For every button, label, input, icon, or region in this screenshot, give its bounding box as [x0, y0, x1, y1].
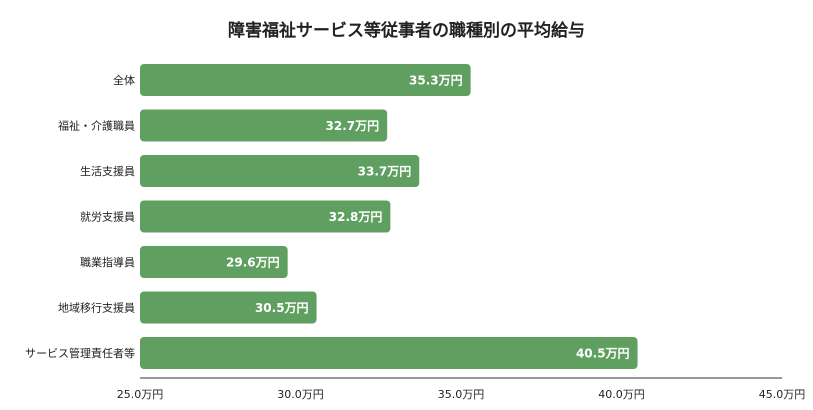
category-label: サービス管理責任者等 [25, 346, 135, 360]
bar [140, 155, 420, 187]
data-label: 30.5万円 [255, 301, 309, 315]
bar [140, 109, 388, 142]
x-tick-label: 40.0万円 [598, 388, 645, 401]
data-label: 33.7万円 [358, 165, 412, 179]
bar [140, 291, 317, 324]
x-tick-label: 45.0万円 [759, 388, 806, 401]
data-label: 29.6万円 [226, 256, 280, 270]
bar [140, 200, 391, 233]
chart-title: 障害福祉サービス等従事者の職種別の平均給与 [228, 21, 585, 41]
category-label: 就労支援員 [80, 210, 135, 224]
category-label: 全体 [113, 73, 135, 87]
data-label: 32.7万円 [326, 119, 380, 133]
category-label: 職業指導員 [80, 255, 135, 269]
data-label: 32.8万円 [329, 210, 383, 224]
data-label: 40.5万円 [576, 347, 630, 361]
category-label: 福祉・介護職員 [58, 119, 135, 133]
x-tick-label: 35.0万円 [438, 388, 485, 401]
category-label: 生活支援員 [80, 164, 135, 178]
bar [140, 337, 638, 369]
bar [140, 64, 471, 96]
data-label: 35.3万円 [409, 74, 463, 88]
bar [140, 246, 288, 278]
x-tick-label: 30.0万円 [277, 388, 324, 401]
category-label: 地域移行支援員 [58, 301, 135, 315]
x-tick-label: 25.0万円 [117, 388, 164, 401]
